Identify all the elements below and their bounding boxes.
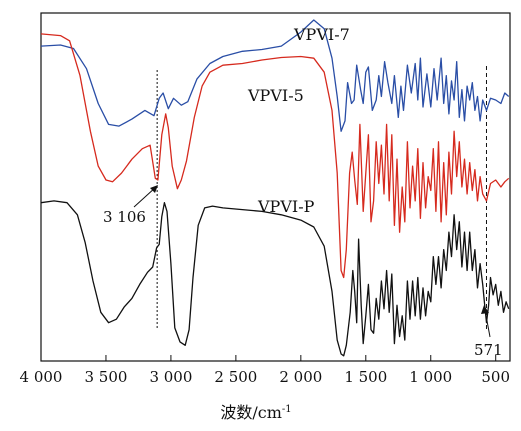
annotation-571-label: 571 [474, 341, 503, 359]
x-axis-title-main: 波数/cm [220, 403, 282, 422]
series-label-vpvi-p: VPVI-P [257, 197, 315, 216]
x-axis-title: 波数/cm-1 [220, 403, 291, 422]
annotation-3106-arrowhead [150, 185, 158, 193]
reference-lines [156, 66, 487, 330]
x-tick-label: 1 000 [409, 368, 452, 386]
series-line-vpvi-7 [40, 19, 510, 132]
x-tick-label: 500 [481, 368, 510, 386]
x-tick-label: 4 000 [20, 368, 63, 386]
annotation-571-arrowhead [481, 305, 489, 314]
series-group [40, 19, 510, 357]
annotation-571-arrow [484, 309, 491, 338]
series-line-vpvi-p [40, 200, 510, 357]
series-line-vpvi-5 [40, 33, 510, 279]
series-label-vpvi-7: VPVI-7 [293, 25, 350, 44]
x-tick-label: 2 000 [279, 368, 322, 386]
plot-area [40, 12, 511, 362]
x-tick-label: 2 500 [214, 368, 257, 386]
annotation-3106-label: 3 106 [103, 208, 146, 226]
series-label-vpvi-5: VPVI-5 [247, 86, 304, 105]
x-axis-title-sup: -1 [282, 404, 292, 415]
x-tick-label: 3 000 [149, 368, 192, 386]
x-tick-label: 1 500 [344, 368, 387, 386]
x-tick-label: 3 500 [84, 368, 127, 386]
plot-frame [40, 12, 511, 362]
x-ticks: 4 000 3 500 3 000 2 500 2 000 1 500 1 000 500 [20, 355, 510, 386]
